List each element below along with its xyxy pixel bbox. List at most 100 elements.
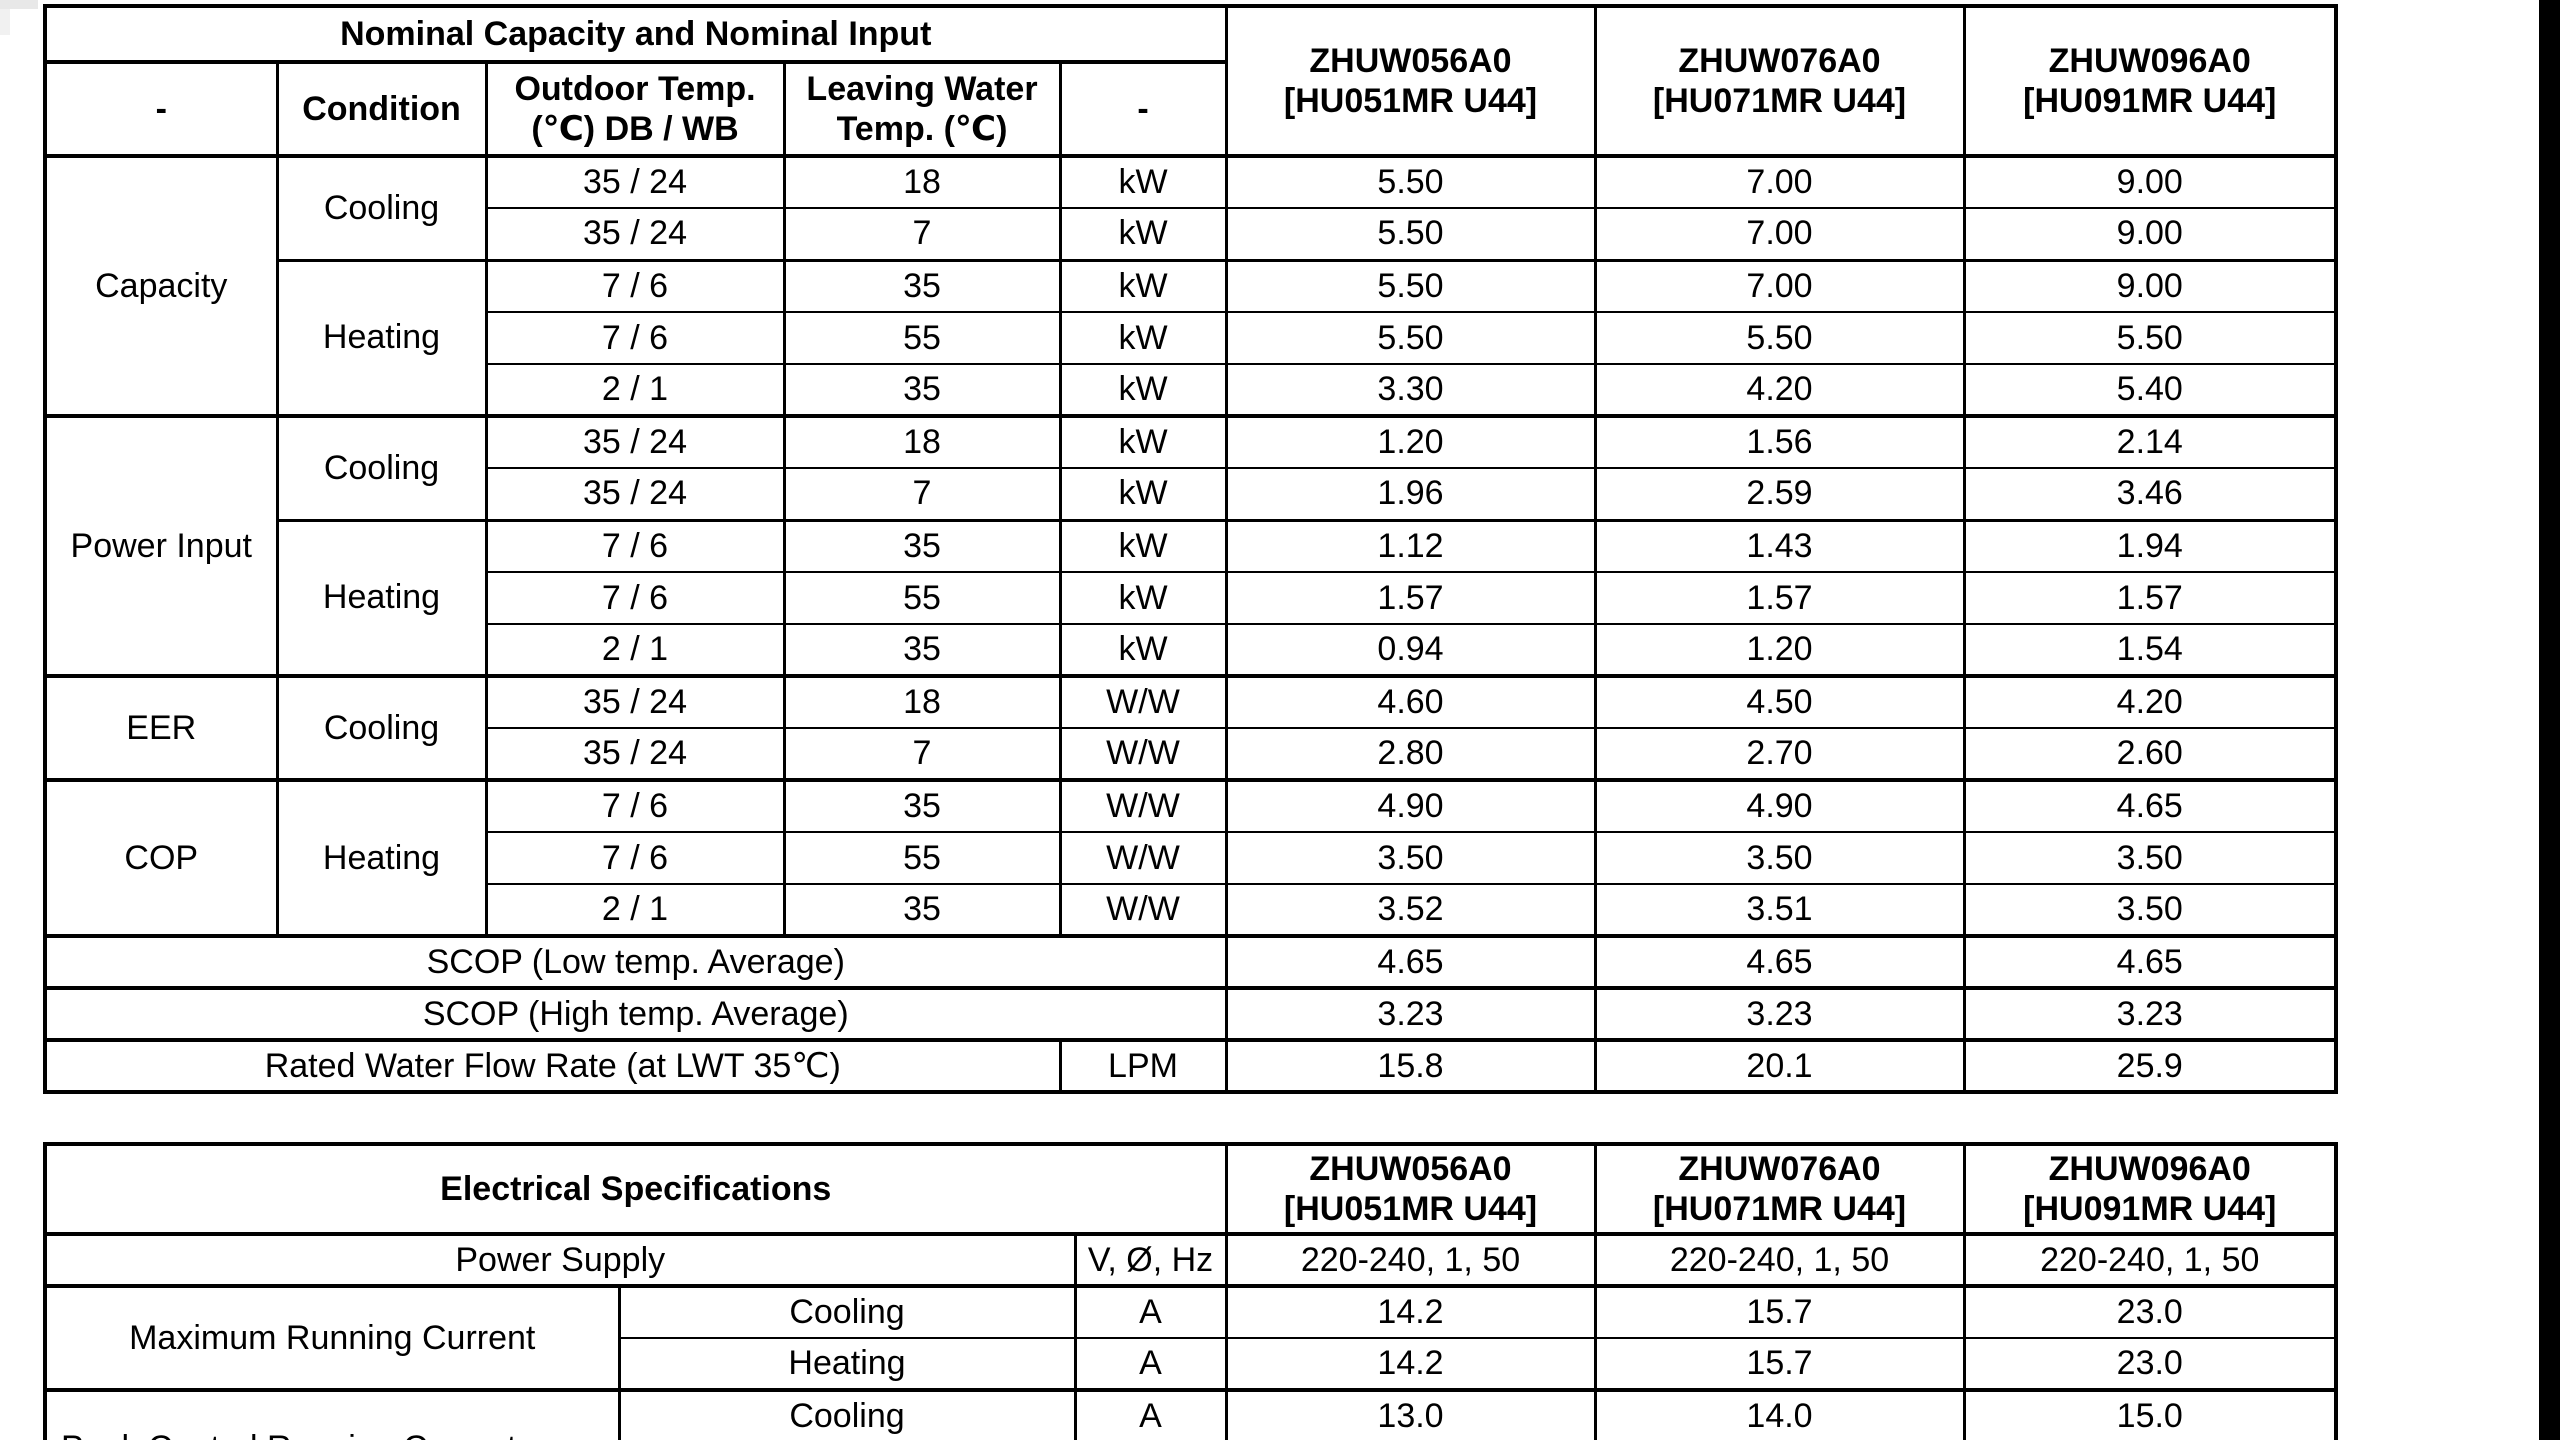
cell-outdoor: 7 / 6 xyxy=(484,258,786,313)
clipped-label-text: Peak Control Running Current xyxy=(61,1428,516,1440)
cell-outdoor: 7 / 6 xyxy=(484,778,786,833)
cell-outdoor: 7 / 6 xyxy=(484,571,786,625)
cell-value: 1.57 xyxy=(1962,571,2338,625)
cell-value: 3.51 xyxy=(1593,883,1966,937)
cell-unit: A xyxy=(1073,1284,1228,1339)
header-outdoor-temp: Outdoor Temp. (℃) DB / WB xyxy=(484,61,786,158)
cell-value: 220-240, 1, 50 xyxy=(1593,1233,1966,1287)
cell-value: 15.8 xyxy=(1224,1038,1597,1093)
cell-value: 1.57 xyxy=(1224,571,1597,625)
cell-value: 9.00 xyxy=(1962,155,2338,209)
cell-outdoor: 35 / 24 xyxy=(484,414,786,469)
cell-lwt: 7 xyxy=(782,727,1062,781)
product-header-1: ZHUW056A0 [HU051MR U44] xyxy=(1224,1143,1597,1236)
cell-group-label: EER xyxy=(43,674,279,781)
cell-lwt: 7 xyxy=(782,207,1062,261)
cell-lwt: 7 xyxy=(782,467,1062,521)
cell-value: 4.20 xyxy=(1962,674,2338,729)
table-row: 2 / 1 35 kW 3.30 4.20 5.40 xyxy=(45,363,2338,417)
cell-value: 1.12 xyxy=(1224,518,1597,573)
header-dash: - xyxy=(43,61,279,158)
cell-lwt: 55 xyxy=(782,831,1062,885)
cell-unit: kW xyxy=(1058,311,1228,365)
cell-value: 4.65 xyxy=(1224,934,1597,989)
cell-value: 7.00 xyxy=(1593,155,1966,209)
viewer-corner-artifact xyxy=(0,0,38,9)
cell-value: 1.94 xyxy=(1962,518,2338,573)
cell-value: 9.00 xyxy=(1962,258,2338,313)
table-row: SCOP (High temp. Average) 3.23 3.23 3.23 xyxy=(43,986,2338,1041)
cell-value: 9.00 xyxy=(1962,207,2338,261)
cell-value: 13.0 xyxy=(1224,1388,1597,1440)
table1-title: Nominal Capacity and Nominal Input xyxy=(43,5,1228,64)
header-unit-dash: - xyxy=(1058,61,1228,158)
cell-value: 1.43 xyxy=(1593,518,1966,573)
product-code: [HU051MR U44] xyxy=(1283,82,1538,120)
cell-value: 5.50 xyxy=(1224,155,1597,209)
cell-value: 3.50 xyxy=(1962,831,2338,885)
screen-right-edge-strip xyxy=(2539,0,2560,1440)
cell-value: 5.50 xyxy=(1593,311,1966,365)
cell-value: 1.20 xyxy=(1593,623,1966,677)
cell-lwt: 35 xyxy=(782,623,1062,677)
cell-value: 14.2 xyxy=(1224,1337,1597,1391)
cell-value: 25.9 xyxy=(1962,1038,2338,1093)
cell-value: 4.65 xyxy=(1593,934,1966,989)
cell-value: 1.57 xyxy=(1593,571,1966,625)
product-code: [HU071MR U44] xyxy=(1652,1190,1907,1228)
table-row: Maximum Running Current Cooling A 14.2 1… xyxy=(43,1284,2338,1391)
table-title-row: Nominal Capacity and Nominal Input ZHUW0… xyxy=(43,5,2338,158)
cell-lwt: 35 xyxy=(782,518,1062,573)
cell-value: 3.23 xyxy=(1224,986,1597,1041)
table-row: 7 / 6 55 W/W 3.50 3.50 3.50 xyxy=(45,831,2338,885)
product-header-2: ZHUW076A0 [HU071MR U44] xyxy=(1593,1143,1966,1236)
cell-value: 7.00 xyxy=(1593,258,1966,313)
header-condition: Condition xyxy=(275,61,488,158)
cell-group-label: Capacity xyxy=(43,155,279,417)
cell-value: 3.52 xyxy=(1224,883,1597,937)
cell-unit: W/W xyxy=(1058,831,1228,885)
cell-unit: W/W xyxy=(1058,883,1228,937)
cell-lwt: 35 xyxy=(782,258,1062,313)
cell-value: 5.50 xyxy=(1224,207,1597,261)
cell-unit: kW xyxy=(1058,155,1228,209)
cell-value: 4.20 xyxy=(1593,363,1966,417)
cell-lwt: 18 xyxy=(782,674,1062,729)
cell-unit: W/W xyxy=(1058,727,1228,781)
table-row: EER Cooling 35 / 24 18 W/W 4.60 4.50 4.2… xyxy=(43,674,2338,781)
product-header-2: ZHUW076A0 [HU071MR U44] xyxy=(1593,5,1966,158)
cell-value: 5.50 xyxy=(1962,311,2338,365)
cell-unit: kW xyxy=(1058,363,1228,417)
cell-condition: Heating xyxy=(617,1337,1077,1391)
cell-value: 3.50 xyxy=(1593,831,1966,885)
table-row: Heating A 14.2 15.7 23.0 xyxy=(45,1337,2338,1391)
product-code: [HU071MR U44] xyxy=(1652,82,1907,120)
cell-value: 220-240, 1, 50 xyxy=(1962,1233,2338,1287)
cell-lwt: 18 xyxy=(782,155,1062,209)
cell-flow-rate-label: Rated Water Flow Rate (at LWT 35℃) xyxy=(43,1038,1062,1093)
cell-group-label: COP xyxy=(43,778,279,937)
product-model: ZHUW056A0 xyxy=(1309,42,1512,80)
cell-peak-control-running-current-label: Peak Control Running Current xyxy=(43,1388,621,1440)
table2-title: Electrical Specifications xyxy=(43,1143,1228,1236)
cell-outdoor: 35 / 24 xyxy=(484,155,786,209)
cell-outdoor: 7 / 6 xyxy=(484,311,786,365)
table-row: 2 / 1 35 kW 0.94 1.20 1.54 xyxy=(45,623,2338,677)
cell-outdoor: 35 / 24 xyxy=(484,727,786,781)
cell-value: 4.65 xyxy=(1962,778,2338,833)
cell-lwt: 35 xyxy=(782,363,1062,417)
table-row: Heating 7 / 6 35 kW 5.50 7.00 9.00 xyxy=(45,258,2338,417)
cell-unit: kW xyxy=(1058,518,1228,573)
cell-value: 1.54 xyxy=(1962,623,2338,677)
cell-unit: A xyxy=(1073,1388,1228,1440)
cell-unit: LPM xyxy=(1058,1038,1228,1093)
cell-outdoor: 35 / 24 xyxy=(484,207,786,261)
cell-value: 3.23 xyxy=(1593,986,1966,1041)
product-model: ZHUW096A0 xyxy=(2048,1150,2251,1188)
cell-lwt: 55 xyxy=(782,571,1062,625)
cell-lwt: 55 xyxy=(782,311,1062,365)
cell-value: 14.0 xyxy=(1593,1388,1966,1440)
cell-value: 5.50 xyxy=(1224,258,1597,313)
product-code: [HU091MR U44] xyxy=(2023,82,2277,120)
